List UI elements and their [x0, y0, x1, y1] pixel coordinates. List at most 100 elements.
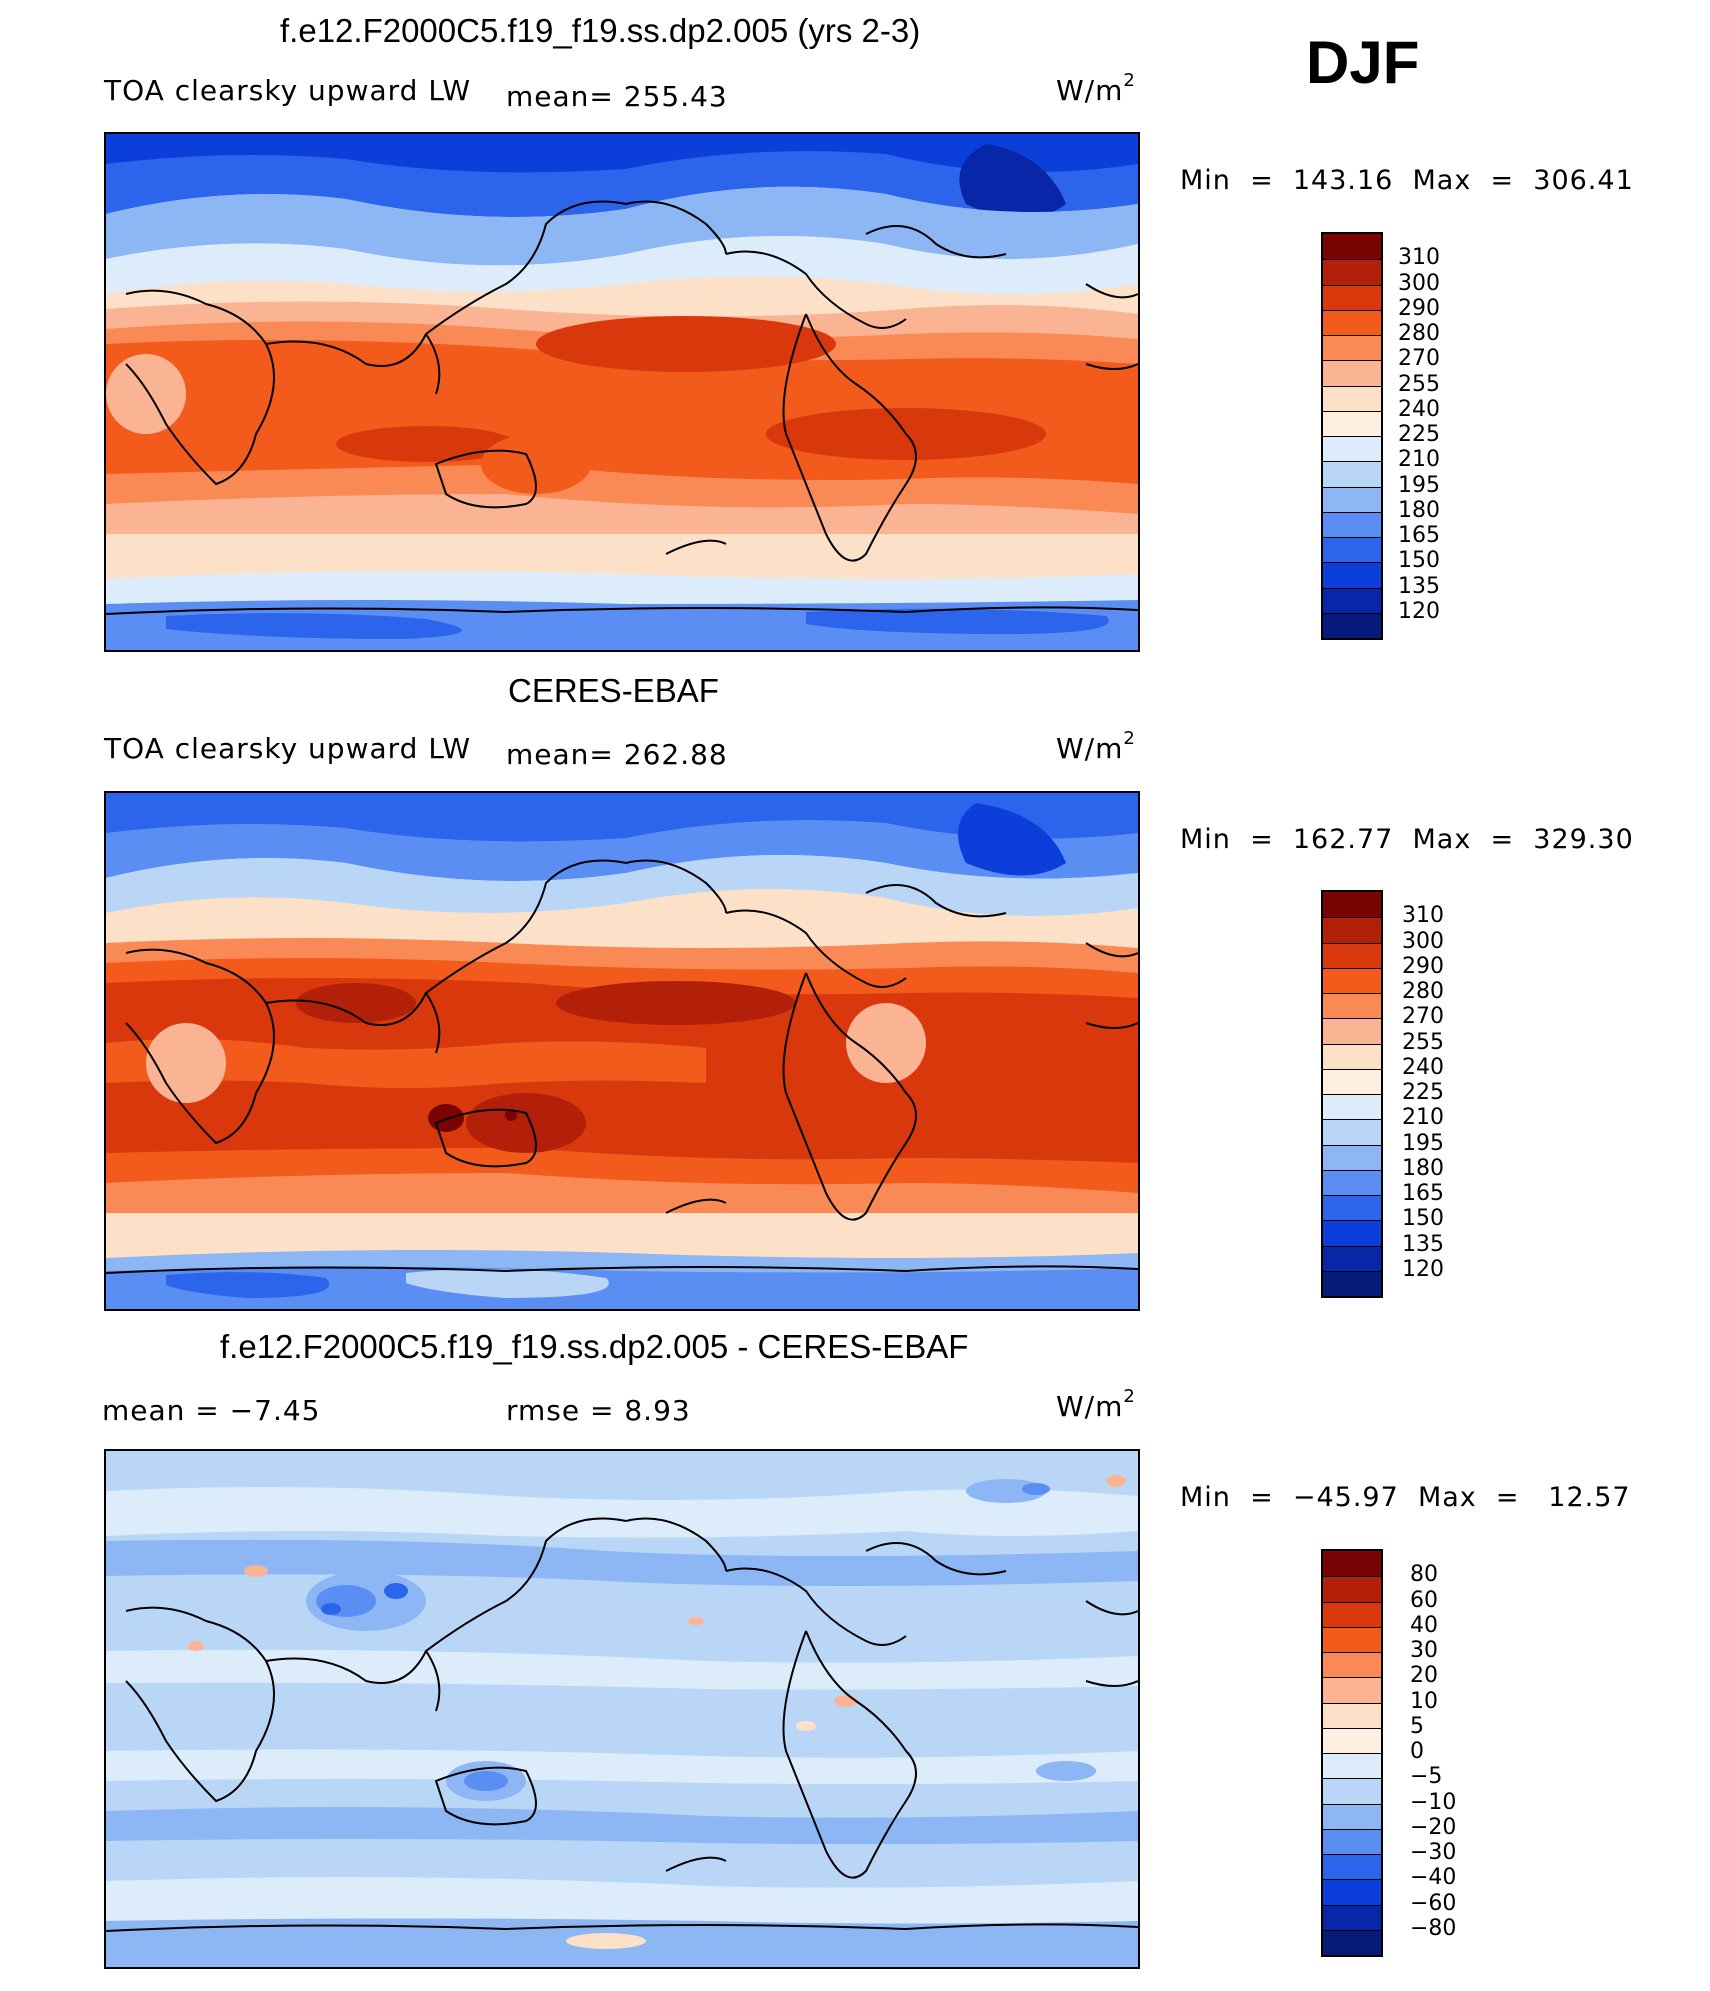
colorbar-tick-label: 30 — [1410, 1638, 1438, 1663]
colorbar-segment — [1323, 1551, 1381, 1577]
colorbar-tick-label: 165 — [1402, 1181, 1444, 1206]
colorbar-segment — [1323, 1803, 1381, 1829]
colorbar-tick-label: 255 — [1402, 1029, 1444, 1055]
colorbar-tick-label: 255 — [1398, 371, 1440, 397]
colorbar-segment — [1323, 1018, 1381, 1044]
colorbar-segment — [1323, 360, 1381, 386]
panel-2-units: W/m2 — [1056, 728, 1135, 765]
colorbar-tick-label: 290 — [1402, 953, 1444, 979]
colorbar-tick-label: 210 — [1402, 1105, 1444, 1131]
panel-2-map — [104, 791, 1140, 1311]
colorbar-segment — [1323, 1220, 1381, 1246]
colorbar-tick-label: 150 — [1398, 548, 1440, 574]
colorbar-tick-label: 10 — [1410, 1688, 1438, 1714]
panel-3-mean-label: mean = −7.45 — [102, 1394, 321, 1427]
colorbar-tick-label: 180 — [1398, 497, 1440, 523]
colorbar-tick-label: −10 — [1410, 1789, 1457, 1815]
colorbar-tick-label: −30 — [1410, 1840, 1457, 1865]
colorbar-tick-label: −20 — [1410, 1814, 1457, 1840]
colorbar-tick-label: −80 — [1410, 1915, 1457, 1941]
colorbar-tick-label: 195 — [1398, 472, 1440, 498]
colorbar-segment — [1323, 537, 1381, 563]
panel-3-units: W/m2 — [1056, 1386, 1135, 1423]
colorbar-segment — [1323, 1702, 1381, 1728]
season-label: DJF — [1306, 29, 1420, 96]
colorbar-segment — [1323, 1626, 1381, 1652]
colorbar-tick-label: 40 — [1410, 1612, 1438, 1638]
colorbar-tick-label: 240 — [1402, 1054, 1444, 1080]
colorbar-segment — [1323, 385, 1381, 411]
colorbar-segment — [1323, 1929, 1381, 1955]
colorbar-segment — [1323, 511, 1381, 537]
colorbar-segment — [1323, 1904, 1381, 1930]
colorbar-tick-label: −60 — [1410, 1890, 1457, 1916]
panel-1-variable-label: TOA clearsky upward LW — [104, 74, 472, 107]
colorbar-segment — [1323, 436, 1381, 462]
panel-1-map — [104, 132, 1140, 652]
colorbar-segment — [1323, 1854, 1381, 1880]
panel-1-units: W/m2 — [1056, 70, 1135, 107]
panel-3-map — [104, 1449, 1140, 1969]
colorbar-segment — [1323, 942, 1381, 968]
colorbar-segment — [1323, 1144, 1381, 1170]
colorbar-tick-label: 20 — [1410, 1663, 1438, 1689]
colorbar-segment — [1323, 1879, 1381, 1905]
colorbar-segment — [1323, 1652, 1381, 1678]
colorbar-tick-label: 165 — [1398, 523, 1440, 548]
colorbar-tick-label: 240 — [1398, 396, 1440, 422]
colorbar-segment — [1323, 612, 1381, 638]
colorbar-segment — [1323, 1753, 1381, 1779]
colorbar-segment — [1323, 461, 1381, 487]
panel-3-minmax: Min = −45.97 Max = 12.57 — [1180, 1482, 1631, 1513]
colorbar-segment — [1323, 1778, 1381, 1804]
colorbar-tick-label: 300 — [1402, 928, 1444, 954]
colorbar-tick-label: 225 — [1402, 1080, 1444, 1105]
panel-2-colorbar — [1321, 890, 1383, 1298]
colorbar-segment — [1323, 1601, 1381, 1627]
colorbar-tick-label: 150 — [1402, 1206, 1444, 1232]
colorbar-segment — [1323, 562, 1381, 588]
colorbar-segment — [1323, 967, 1381, 993]
panel-3-title: f.e12.F2000C5.f19_f19.ss.dp2.005 - CERES… — [220, 1328, 969, 1365]
panel-2-title: CERES-EBAF — [508, 672, 719, 709]
colorbar-segment — [1323, 1576, 1381, 1602]
colorbar-segment — [1323, 1094, 1381, 1120]
colorbar-tick-label: −5 — [1410, 1764, 1443, 1790]
colorbar-tick-label: 280 — [1402, 979, 1444, 1004]
colorbar-segment — [1323, 1169, 1381, 1195]
colorbar-segment — [1323, 587, 1381, 613]
colorbar-segment — [1323, 917, 1381, 943]
colorbar-tick-label: 280 — [1398, 321, 1440, 346]
colorbar-tick-label: 120 — [1402, 1256, 1444, 1282]
colorbar-tick-label: 225 — [1398, 422, 1440, 447]
colorbar-tick-label: 135 — [1398, 573, 1440, 599]
colorbar-tick-label: 0 — [1410, 1739, 1424, 1764]
colorbar-segment — [1323, 234, 1381, 260]
colorbar-tick-label: 135 — [1402, 1231, 1444, 1257]
colorbar-tick-label: 290 — [1398, 295, 1440, 321]
colorbar-segment — [1323, 993, 1381, 1019]
colorbar-segment — [1323, 335, 1381, 361]
colorbar-tick-label: 300 — [1398, 270, 1440, 296]
panel-1-title: f.e12.F2000C5.f19_f19.ss.dp2.005 (yrs 2-… — [280, 12, 921, 49]
panel-3-colorbar — [1321, 1549, 1383, 1957]
colorbar-segment — [1323, 1727, 1381, 1753]
colorbar-segment — [1323, 892, 1381, 918]
colorbar-segment — [1323, 1677, 1381, 1703]
colorbar-tick-label: 310 — [1398, 245, 1440, 271]
colorbar-segment — [1323, 259, 1381, 285]
colorbar-tick-label: 60 — [1410, 1587, 1438, 1613]
panel-2-mean-label: mean= 262.88 — [506, 738, 728, 771]
colorbar-tick-label: 80 — [1410, 1562, 1438, 1588]
panel-2-variable-label: TOA clearsky upward LW — [104, 732, 472, 765]
panel-1-colorbar — [1321, 232, 1383, 640]
colorbar-segment — [1323, 1119, 1381, 1145]
colorbar-tick-label: 5 — [1410, 1713, 1424, 1739]
panel-3-rmse-label: rmse = 8.93 — [506, 1394, 691, 1427]
colorbar-tick-label: 310 — [1402, 903, 1444, 929]
panel-1-minmax: Min = 143.16 Max = 306.41 — [1180, 165, 1634, 196]
colorbar-tick-label: 120 — [1398, 598, 1440, 624]
colorbar-segment — [1323, 1245, 1381, 1271]
colorbar-tick-label: −40 — [1410, 1865, 1457, 1891]
colorbar-tick-label: 180 — [1402, 1155, 1444, 1181]
